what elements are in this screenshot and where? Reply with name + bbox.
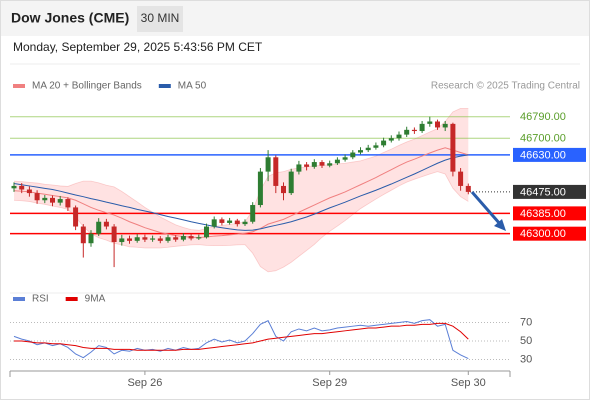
candle-body bbox=[350, 152, 356, 158]
legend-label: MA 20 + Bollinger Bands bbox=[32, 81, 142, 92]
candle-body bbox=[188, 236, 194, 239]
bollinger-band bbox=[14, 108, 469, 272]
level-label-box bbox=[513, 206, 586, 221]
candle-body bbox=[419, 123, 425, 132]
candle-body bbox=[34, 193, 40, 201]
candle-body bbox=[50, 197, 55, 203]
legend-swatch bbox=[158, 84, 171, 88]
x-tick-label: Sep 29 bbox=[312, 377, 347, 389]
level-label: 46700.00 bbox=[520, 133, 566, 145]
candle-body bbox=[11, 185, 17, 189]
candle-body bbox=[57, 199, 63, 203]
candle-body bbox=[265, 157, 271, 172]
candle-body bbox=[142, 237, 148, 240]
candle-body bbox=[219, 219, 225, 223]
indicator-line bbox=[13, 319, 469, 360]
level-label-box bbox=[513, 226, 586, 241]
candle-body bbox=[373, 145, 379, 148]
candle-body bbox=[26, 189, 32, 194]
level-label: 46790.00 bbox=[520, 111, 566, 123]
candle-body bbox=[19, 185, 25, 190]
candle-body bbox=[234, 220, 240, 225]
candle-body bbox=[150, 238, 156, 240]
candle-body bbox=[365, 147, 371, 151]
candle-body bbox=[427, 121, 433, 124]
candle-body bbox=[196, 237, 202, 239]
legend-swatch bbox=[13, 84, 25, 88]
candle-body bbox=[342, 157, 348, 160]
candle-body bbox=[257, 171, 263, 206]
level-label-box bbox=[513, 184, 586, 199]
legend-label: MA 50 bbox=[178, 81, 207, 92]
level-label-box bbox=[513, 147, 586, 162]
level-label: 46630.00 bbox=[520, 149, 566, 161]
candle-body bbox=[334, 159, 340, 164]
source: Research © 2025 Trading Central bbox=[431, 81, 580, 92]
candle-body bbox=[111, 226, 117, 243]
candle-body bbox=[134, 237, 140, 241]
datetime: Monday, September 29, 2025 5:43:56 PM CE… bbox=[13, 40, 263, 54]
candle-body bbox=[211, 219, 217, 227]
candle-body bbox=[157, 238, 163, 241]
candle-body bbox=[180, 236, 186, 240]
header-bar bbox=[1, 1, 589, 36]
candle-body bbox=[404, 129, 410, 135]
candle-body bbox=[242, 221, 248, 225]
candle-body bbox=[80, 226, 86, 244]
legend-swatch bbox=[13, 297, 25, 301]
candle-body bbox=[319, 162, 325, 166]
candle-body bbox=[304, 164, 310, 167]
candle-body bbox=[358, 150, 363, 153]
candle-body bbox=[96, 221, 102, 234]
band-edge bbox=[13, 171, 469, 273]
candle-body bbox=[411, 129, 417, 132]
candle-body bbox=[388, 138, 394, 141]
level-label: 46475.00 bbox=[520, 186, 566, 198]
candle-body bbox=[273, 157, 279, 186]
title: Dow Jones (CME) bbox=[11, 10, 129, 26]
level-label: 46300.00 bbox=[520, 228, 566, 240]
legend-label: RSI bbox=[32, 294, 49, 305]
legend-swatch bbox=[65, 297, 78, 301]
ma-line bbox=[13, 154, 469, 231]
candle-body bbox=[127, 238, 132, 241]
timeframe-badge bbox=[137, 6, 183, 32]
candle-body bbox=[450, 123, 456, 172]
candle-body bbox=[311, 162, 317, 167]
candle-body bbox=[396, 134, 402, 139]
x-tick-label: Sep 30 bbox=[451, 377, 486, 389]
candle-body bbox=[42, 197, 48, 201]
candle-body bbox=[227, 220, 233, 223]
y-tick-label: 70 bbox=[520, 316, 532, 328]
y-tick-label: 30 bbox=[520, 353, 532, 365]
candle-body bbox=[173, 237, 179, 240]
candle-body bbox=[281, 185, 286, 194]
timeframe: 30 MIN bbox=[141, 11, 180, 25]
candle-body bbox=[204, 226, 209, 238]
y-tick-label: 50 bbox=[520, 335, 532, 347]
candle-body bbox=[442, 123, 448, 128]
candle-body bbox=[73, 207, 79, 227]
candle-body bbox=[465, 185, 471, 192]
candle-body bbox=[296, 164, 302, 172]
forecast-arrow bbox=[470, 191, 506, 231]
band-edge bbox=[13, 107, 469, 231]
candle-body bbox=[165, 237, 171, 241]
candle-body bbox=[119, 238, 125, 243]
candle-body bbox=[458, 171, 464, 186]
candle-body bbox=[288, 171, 294, 194]
candle-body bbox=[250, 205, 256, 222]
candle-body bbox=[435, 121, 440, 128]
legend-label: 9MA bbox=[85, 294, 106, 305]
candle-body bbox=[381, 140, 387, 146]
level-label: 46385.00 bbox=[520, 208, 566, 220]
x-tick-label: Sep 26 bbox=[127, 377, 162, 389]
candle-body bbox=[88, 233, 94, 244]
candle-body bbox=[103, 221, 109, 227]
ma-line bbox=[13, 147, 469, 238]
candle-body bbox=[65, 199, 71, 208]
indicator-line bbox=[14, 322, 469, 351]
candle-body bbox=[327, 163, 333, 166]
